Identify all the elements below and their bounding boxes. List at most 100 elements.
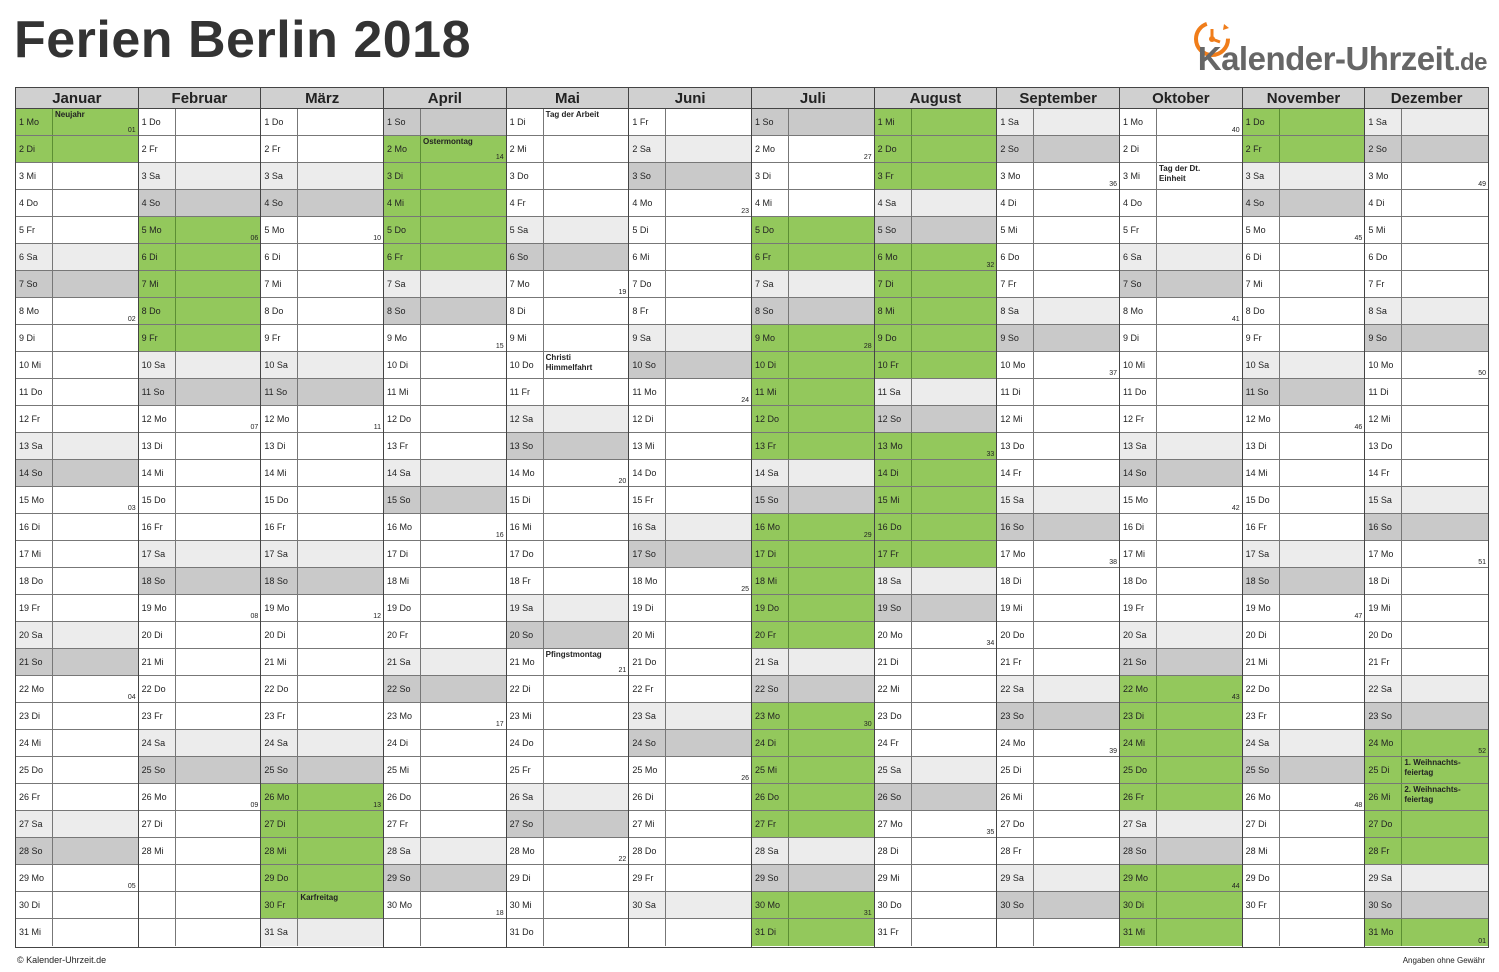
day-cell: 23 Fr bbox=[261, 703, 383, 730]
day-label: 20 Fr bbox=[384, 622, 421, 648]
day-label: 4 Sa bbox=[874, 190, 912, 216]
day-label: 5 Mo bbox=[1243, 217, 1280, 243]
day-label: 15 Sa bbox=[997, 487, 1035, 513]
day-label: 25 Di bbox=[997, 757, 1035, 783]
day-cell: 8 Mo 41 bbox=[1120, 298, 1242, 325]
day-cell: 7 Di bbox=[874, 271, 997, 298]
day-cell: 2 Sa bbox=[629, 136, 751, 163]
week-number: 38 bbox=[1109, 559, 1117, 566]
day-cell: 17 Fr bbox=[874, 541, 997, 568]
day-label: 16 So bbox=[1365, 514, 1403, 540]
day-note-area bbox=[911, 595, 997, 621]
day-note-area: 1. Weihnachts-feiertag bbox=[1402, 757, 1488, 783]
day-cell: 19 Mo 08 bbox=[138, 595, 261, 622]
day-label: 23 Mi bbox=[507, 703, 544, 729]
day-cell: 29 Mi bbox=[874, 865, 997, 892]
day-label: 5 Do bbox=[752, 217, 789, 243]
day-cell: 29 So bbox=[752, 865, 874, 892]
day-label: 2 Do bbox=[874, 136, 912, 162]
day-note-area bbox=[421, 568, 506, 594]
day-note-area: 26 bbox=[666, 757, 751, 783]
day-note-area bbox=[544, 514, 629, 540]
day-label: 6 Mi bbox=[629, 244, 667, 270]
day-note-area bbox=[1034, 406, 1119, 432]
day-label: 8 Di bbox=[507, 298, 544, 324]
day-note-area bbox=[1157, 406, 1242, 432]
day-note-area bbox=[789, 460, 874, 486]
day-note-area bbox=[789, 811, 874, 837]
day-label: 21 So bbox=[16, 649, 53, 675]
day-label: 25 Do bbox=[1120, 757, 1157, 783]
day-note-area: 08 bbox=[176, 595, 261, 621]
day-label: 13 So bbox=[506, 433, 544, 459]
day-note-area bbox=[421, 730, 506, 756]
day-label: 30 Sa bbox=[629, 892, 667, 918]
day-label: 14 Mi bbox=[261, 460, 299, 486]
day-note-area bbox=[1034, 217, 1119, 243]
day-cell: 30 Mi bbox=[506, 892, 629, 919]
day-note-area bbox=[421, 109, 506, 135]
week-number: 13 bbox=[373, 802, 381, 809]
day-cell: 7 Sa bbox=[752, 271, 874, 298]
day-cell: 1 Do bbox=[1242, 109, 1365, 136]
day-note-area bbox=[175, 568, 261, 594]
week-number: 22 bbox=[618, 856, 627, 863]
day-label: 23 Di bbox=[16, 703, 53, 729]
day-cell bbox=[1243, 919, 1365, 946]
day-cell: 31 Mi bbox=[1120, 919, 1242, 946]
day-note-area bbox=[53, 649, 138, 675]
day-note-area: 29 bbox=[789, 514, 874, 540]
day-note-area bbox=[543, 217, 629, 243]
day-label: 14 Sa bbox=[384, 460, 421, 486]
day-cell: 8 Fr bbox=[629, 298, 751, 325]
day-note-area bbox=[1157, 217, 1242, 243]
day-cell: 20 Mo 34 bbox=[874, 622, 997, 649]
footer-copyright[interactable]: © Kalender-Uhrzeit.de bbox=[17, 955, 107, 965]
day-label: 26 Di bbox=[629, 784, 667, 810]
week-number: 01 bbox=[1478, 938, 1486, 945]
day-label: 24 Mo bbox=[1365, 730, 1403, 756]
day-label: 3 Mo bbox=[997, 163, 1035, 189]
day-cell: 2 Fr bbox=[138, 136, 261, 163]
day-cell: 7 So bbox=[1120, 271, 1242, 298]
day-note-area bbox=[911, 541, 997, 567]
week-number: 17 bbox=[495, 721, 504, 728]
day-note-area: 20 bbox=[544, 460, 629, 486]
day-note-area bbox=[789, 298, 874, 324]
day-label: 23 So bbox=[997, 703, 1035, 729]
day-label: 22 Do bbox=[1243, 676, 1280, 702]
day-label: 26 So bbox=[874, 784, 912, 810]
day-cell: 4 Mo 23 bbox=[629, 190, 751, 217]
day-label: 12 Sa bbox=[506, 406, 544, 432]
day-cell: 11 So bbox=[1242, 379, 1365, 406]
day-note-area: 47 bbox=[1280, 595, 1365, 621]
day-label: 19 Fr bbox=[1120, 595, 1157, 621]
week-number: 24 bbox=[741, 397, 749, 404]
day-label: 24 Mi bbox=[16, 730, 53, 756]
day-label: 4 Mi bbox=[384, 190, 421, 216]
day-label: 20 Sa bbox=[1120, 622, 1157, 648]
day-cell: 14 Mi bbox=[1242, 460, 1365, 487]
day-label: 15 So bbox=[384, 487, 421, 513]
day-label: 16 Mo bbox=[752, 514, 789, 540]
month-column: April 1 So 2 Mo Ostermontag 14 3 Di 4 Mi 5 Do 6 … bbox=[384, 88, 507, 947]
day-label: 29 Do bbox=[1243, 865, 1280, 891]
day-note-area bbox=[421, 163, 506, 189]
day-cell: 8 Sa bbox=[997, 298, 1119, 325]
day-cell: 27 Sa bbox=[1120, 811, 1242, 838]
day-note-area bbox=[298, 325, 383, 351]
day-note-area bbox=[421, 190, 506, 216]
day-note-area bbox=[298, 433, 383, 459]
day-cell: 16 Fr bbox=[1242, 514, 1365, 541]
day-note-area bbox=[176, 811, 261, 837]
day-note-area bbox=[911, 784, 997, 810]
day-note-area bbox=[175, 379, 261, 405]
day-cell: 28 So bbox=[16, 838, 138, 865]
day-cell: 26 Mi bbox=[997, 784, 1119, 811]
week-number: 16 bbox=[495, 532, 504, 539]
day-cell: 6 Sa bbox=[1120, 244, 1242, 271]
day-cell: 15 Di bbox=[506, 487, 629, 514]
day-label: 3 Di bbox=[384, 163, 421, 189]
brand-logo[interactable]: Kalender-Uhrzeit.de bbox=[1187, 14, 1488, 78]
day-label: 27 Mi bbox=[629, 811, 667, 837]
